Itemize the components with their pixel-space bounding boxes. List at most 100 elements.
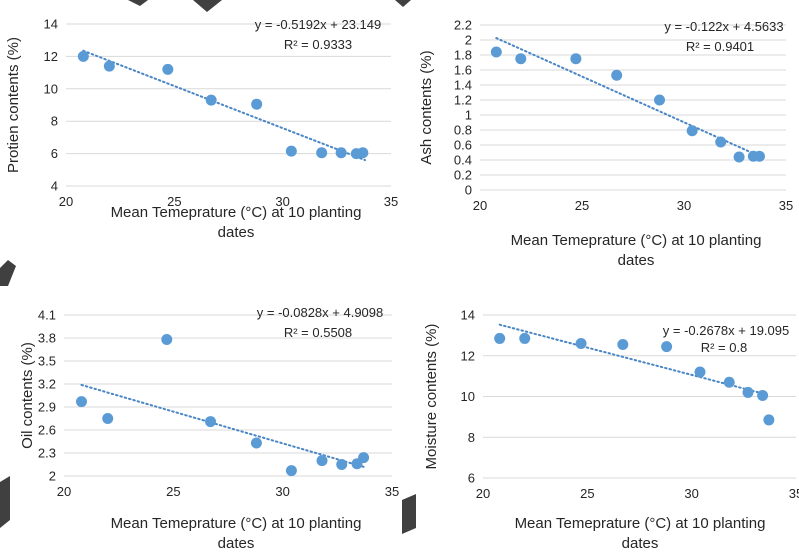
data-point — [694, 366, 706, 378]
y-tick-label: 12 — [44, 49, 58, 64]
y-tick-label: 2.9 — [38, 400, 56, 415]
decor-shape — [402, 494, 416, 534]
y-axis-label: Ash contents (%) — [418, 50, 435, 164]
y-tick-label: 8 — [468, 430, 475, 445]
data-point — [335, 147, 347, 159]
x-tick-label: 35 — [385, 484, 399, 499]
trendline — [495, 37, 759, 157]
x-tick-label: 25 — [575, 198, 589, 213]
y-tick-label: 3.5 — [38, 354, 56, 369]
trend-equation: y = -0.122x + 4.5633 — [664, 19, 783, 34]
data-point — [205, 94, 217, 106]
y-tick-label: 8 — [51, 114, 58, 129]
x-tick-label: 30 — [275, 194, 289, 209]
data-point — [661, 341, 673, 353]
y-tick-label: 1.8 — [454, 48, 472, 63]
data-point — [715, 136, 727, 148]
data-point — [686, 125, 698, 137]
y-tick-label: 2.3 — [38, 446, 56, 461]
y-tick-label: 4 — [51, 179, 58, 194]
trend-equation: y = -0.2678x + 19.095 — [663, 323, 789, 338]
x-tick-label: 35 — [789, 486, 799, 501]
x-axis-label: Mean Temeprature (°C) at 10 planting — [111, 204, 362, 221]
data-point — [753, 150, 765, 162]
x-axis-label: dates — [622, 535, 659, 552]
y-axis-label: Oil contents (%) — [19, 342, 36, 449]
y-tick-label: 2 — [49, 469, 56, 484]
x-tick-label: 20 — [59, 194, 73, 209]
x-tick-label: 20 — [476, 486, 490, 501]
data-point — [723, 376, 735, 388]
x-tick-label: 25 — [166, 484, 180, 499]
y-tick-label: 0 — [465, 183, 472, 198]
y-axis-label: Moisture contents (%) — [423, 324, 440, 470]
data-point — [733, 151, 745, 163]
x-tick-label: 30 — [684, 486, 698, 501]
data-point — [357, 147, 369, 159]
chart-panel-4: 6 8 10 12 14 20 25 30 35 Moisture contents (%) Mea… — [423, 308, 799, 553]
data-point — [162, 63, 174, 75]
data-point — [617, 339, 629, 351]
data-point — [570, 53, 582, 65]
y-tick-label: 4.1 — [38, 308, 56, 323]
x-axis-label: Mean Temeprature (°C) at 10 planting — [515, 515, 766, 532]
x-tick-label: 20 — [57, 484, 71, 499]
trendline — [80, 383, 365, 468]
y-tick-label: 3.2 — [38, 377, 56, 392]
data-point — [102, 413, 114, 424]
data-point — [490, 46, 502, 58]
trend-equation: y = -0.0828x + 4.9098 — [257, 305, 383, 320]
trendline — [498, 323, 768, 396]
data-point — [757, 389, 769, 401]
x-axis-label: Mean Temeprature (°C) at 10 planting — [511, 232, 762, 249]
y-tick-label: 1.2 — [454, 93, 472, 108]
y-tick-label: 0.6 — [454, 138, 472, 153]
x-tick-label: 30 — [275, 484, 289, 499]
y-tick-label: 2.6 — [38, 423, 56, 438]
r-squared-label: R² = 0.9333 — [284, 37, 352, 52]
decor-shape — [0, 476, 10, 528]
data-point — [77, 50, 89, 62]
x-tick-label: 25 — [167, 194, 181, 209]
y-tick-label: 12 — [461, 348, 475, 363]
decor-shape — [193, 0, 222, 12]
data-point — [316, 147, 328, 159]
data-point — [251, 98, 263, 110]
data-point — [75, 396, 87, 408]
y-tick-label: 1.6 — [454, 63, 472, 78]
trendline — [82, 49, 366, 162]
decor-shape — [0, 260, 16, 286]
y-tick-label: 2 — [465, 33, 472, 48]
y-tick-label: 2.2 — [454, 18, 472, 33]
data-point — [316, 455, 328, 467]
r-squared-label: R² = 0.5508 — [284, 325, 352, 340]
data-point — [763, 414, 775, 426]
data-point — [654, 94, 666, 106]
x-axis-label: dates — [218, 224, 255, 241]
y-tick-label: 1 — [465, 108, 472, 123]
y-tick-label: 1.4 — [454, 78, 472, 93]
data-point — [205, 416, 217, 428]
data-point — [285, 465, 297, 477]
data-point — [250, 437, 262, 449]
y-tick-label: 6 — [51, 146, 58, 161]
y-tick-label: 10 — [461, 389, 475, 404]
data-point — [575, 338, 587, 350]
y-tick-label: 10 — [44, 81, 58, 96]
y-tick-label: 14 — [44, 17, 58, 32]
y-tick-label: 0.2 — [454, 168, 472, 183]
data-point — [494, 332, 506, 344]
decor-shape — [395, 0, 411, 7]
data-point — [515, 53, 527, 65]
x-tick-label: 35 — [779, 198, 793, 213]
y-axis-label: Protien contents (%) — [5, 37, 22, 173]
x-tick-label: 35 — [384, 194, 398, 209]
y-tick-label: 3.8 — [38, 331, 56, 346]
chart-panel-2: 00.20.40.60.811.21.41.61.822.2 20 25 30 35 As… — [418, 18, 793, 270]
edge-decoration — [0, 0, 416, 534]
x-tick-label: 30 — [677, 198, 691, 213]
x-tick-label: 20 — [473, 198, 487, 213]
data-point — [611, 69, 623, 81]
chart-panel-3: 2 2.3 2.6 2.9 3.2 3.5 3.8 4.1 20 25 30 35 Oil conten… — [19, 305, 399, 552]
